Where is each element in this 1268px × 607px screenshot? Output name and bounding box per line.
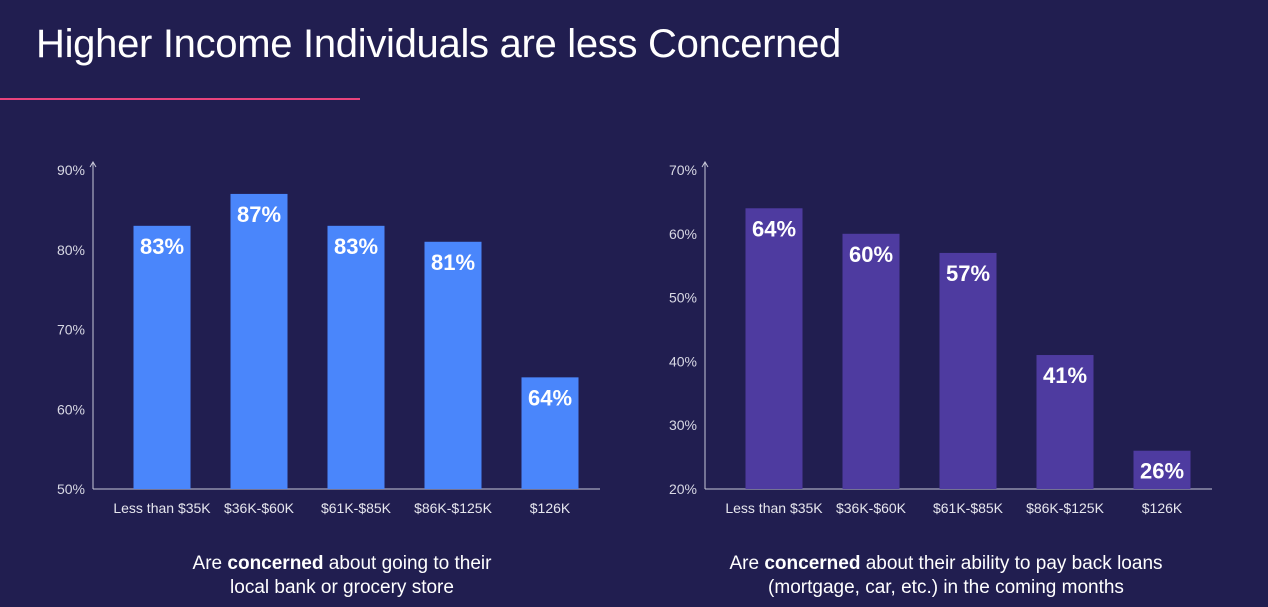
bar-value-label: 64% (528, 385, 572, 410)
bar (327, 225, 385, 489)
bar-value-label: 83% (140, 234, 184, 259)
bar (521, 377, 579, 489)
x-tick-label: $61K-$85K (321, 500, 392, 516)
bar-value-label: 83% (334, 234, 378, 259)
bar-value-label: 26% (1140, 459, 1184, 484)
x-tick-label: $36K-$60K (836, 500, 907, 516)
x-tick-label: $126K (530, 500, 571, 516)
x-tick-label: $36K-$60K (224, 500, 295, 516)
caption-left-post: about going to their (323, 553, 492, 574)
caption-left-bold: concerned (227, 553, 324, 574)
bar-value-label: 57% (946, 261, 990, 286)
x-tick-label: $86K-$125K (414, 500, 493, 516)
bar-value-label: 41% (1043, 363, 1087, 388)
y-tick-label: 50% (669, 290, 697, 306)
bar-value-label: 81% (431, 250, 475, 275)
caption-right-post: about their ability to pay back loans (860, 553, 1163, 574)
y-tick-label: 90% (57, 162, 85, 178)
x-tick-label: $126K (1142, 500, 1183, 516)
bar-value-label: 60% (849, 242, 893, 267)
caption-left-pre: Are (192, 553, 228, 574)
y-tick-label: 80% (57, 242, 85, 258)
y-tick-label: 60% (57, 401, 85, 417)
x-tick-label: $86K-$125K (1026, 500, 1105, 516)
y-tick-label: 50% (57, 481, 85, 497)
y-tick-label: 30% (669, 417, 697, 433)
bar (939, 252, 997, 489)
bar (745, 208, 803, 489)
bar (424, 241, 482, 489)
title-underline (0, 98, 360, 100)
x-tick-label: Less than $35K (725, 500, 823, 516)
y-tick-label: 70% (669, 162, 697, 178)
y-tick-label: 70% (57, 322, 85, 338)
bar (1036, 355, 1094, 489)
caption-right-line2: (mortgage, car, etc.) in the coming mont… (768, 577, 1124, 598)
y-axis-arrow-icon (701, 161, 709, 168)
caption-left-line2: local bank or grocery store (230, 577, 454, 598)
page-title: Higher Income Individuals are less Conce… (36, 22, 842, 66)
caption-right-pre: Are (729, 553, 765, 574)
bar (1133, 450, 1191, 489)
caption-right-bold: concerned (764, 553, 861, 574)
caption-right: Are concerned about their ability to pay… (666, 552, 1226, 600)
caption-left: Are concerned about going to their local… (62, 552, 622, 600)
y-axis-arrow-icon (89, 161, 97, 168)
x-tick-label: Less than $35K (113, 500, 211, 516)
bar-value-label: 64% (752, 216, 796, 241)
y-tick-label: 60% (669, 226, 697, 242)
bar (230, 193, 288, 490)
bar (842, 233, 900, 489)
bar-value-label: 87% (237, 202, 281, 227)
x-tick-label: $61K-$85K (933, 500, 1004, 516)
y-tick-label: 20% (669, 481, 697, 497)
y-tick-label: 40% (669, 353, 697, 369)
bar (133, 225, 191, 489)
